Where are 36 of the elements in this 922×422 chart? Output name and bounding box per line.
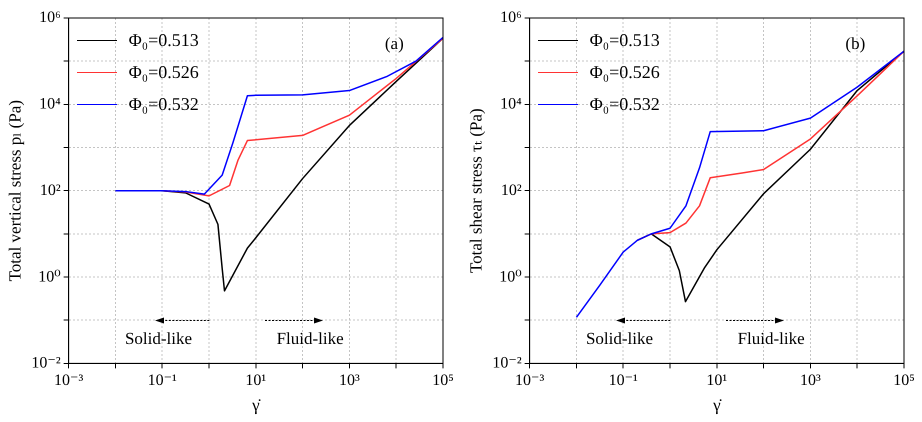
y-tick-label: 10⁻² — [31, 354, 61, 372]
legend-label: Φ₀=0.526 — [128, 62, 199, 82]
y-tick-label: 10⁴ — [39, 96, 62, 113]
x-tick-label: 10¹ — [245, 372, 266, 390]
x-tick-label: 10⁻¹ — [148, 372, 178, 390]
annotation: (b) — [845, 34, 866, 54]
x-axis-title: γ̇ — [712, 395, 722, 414]
annotation: Fluid-like — [276, 329, 344, 350]
x-axis-title: γ̇ — [251, 395, 261, 414]
x-tick-label: 10⁵ — [893, 372, 915, 390]
x-tick-label: 10⁻³ — [515, 372, 544, 390]
annotation: Solid-like — [586, 329, 654, 350]
y-tick-label: 10⁶ — [39, 9, 61, 26]
y-axis-title: Total vertical stress pₗ (Pa) — [6, 100, 25, 282]
y-tick-label: 10⁰ — [499, 268, 522, 286]
x-tick-label: 10⁵ — [432, 372, 454, 390]
legend-label: Φ₀=0.513 — [590, 30, 660, 50]
y-tick-label: 10⁻² — [492, 354, 522, 372]
x-tick-label: 10⁻³ — [54, 372, 84, 390]
x-tick-label: 10³ — [800, 372, 822, 390]
legend-label: Φ₀=0.532 — [128, 94, 199, 114]
y-tick-label: 10² — [40, 182, 61, 199]
annotation: (a) — [384, 34, 404, 54]
legend-label: Φ₀=0.513 — [128, 30, 199, 50]
x-tick-label: 10⁻¹ — [608, 372, 638, 390]
legend-label: Φ₀=0.526 — [590, 62, 660, 82]
y-tick-label: 10⁴ — [500, 96, 522, 113]
y-tick-label: 10² — [500, 182, 522, 199]
y-axis-title: Total shear stress τₜ (Pa) — [466, 108, 486, 274]
x-tick-label: 10¹ — [706, 372, 728, 390]
legend-label: Φ₀=0.532 — [590, 94, 660, 114]
annotation: Fluid-like — [738, 329, 805, 350]
annotation: Solid-like — [124, 329, 192, 350]
y-tick-label: 10⁰ — [38, 268, 61, 286]
y-tick-label: 10⁶ — [500, 9, 522, 26]
x-tick-label: 10³ — [339, 372, 360, 390]
